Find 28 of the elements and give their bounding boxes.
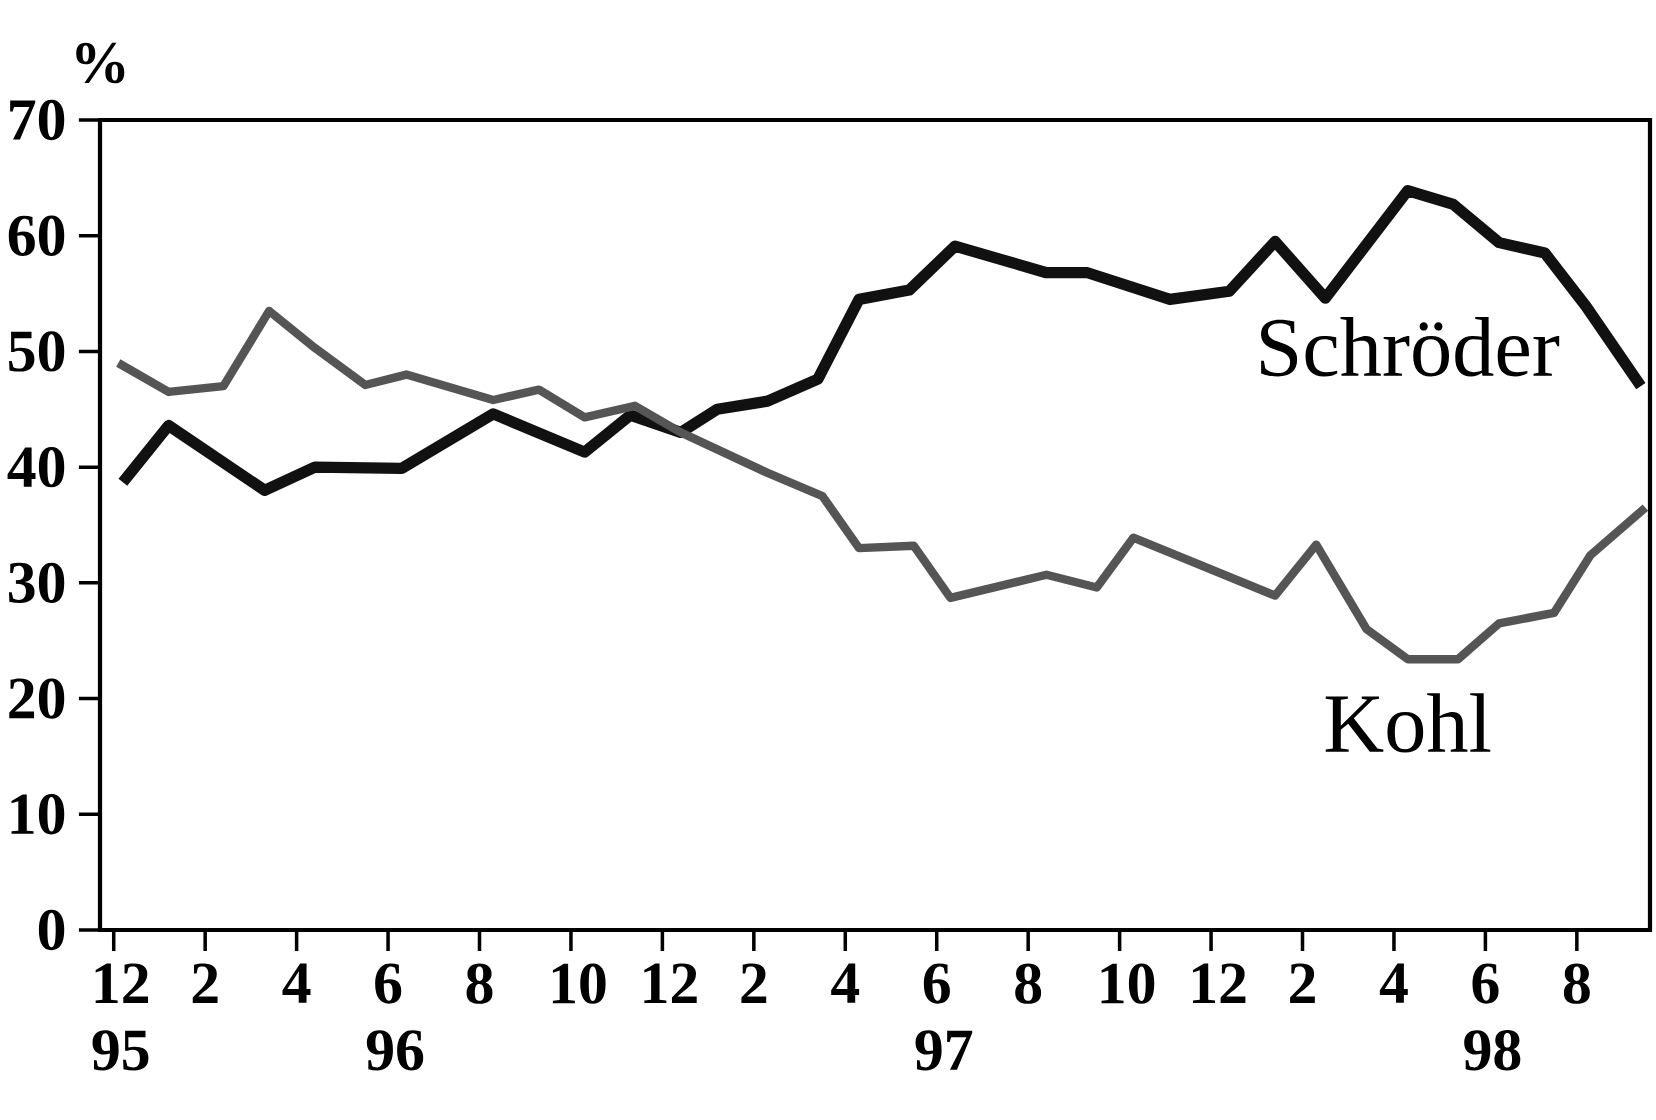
x-tick-label: 8	[1015, 963, 1042, 1004]
x-tick-label: 4	[282, 963, 311, 1003]
y-tick-label: 30	[9, 562, 65, 604]
y-tick-label: 50	[9, 331, 65, 372]
x-tick-label: 8	[466, 963, 493, 1004]
y-tick-label: 70	[10, 99, 65, 141]
y-tick-label: 0	[38, 909, 65, 951]
x-tick-label: 6 96	[366, 963, 424, 1071]
x-tick-label: 10	[552, 963, 606, 1004]
x-tick-label: 12	[644, 963, 697, 1004]
x-tick-label: 6 97	[915, 963, 973, 1071]
y-tick-label: 20	[9, 678, 65, 719]
x-tick-label: 4	[831, 963, 860, 1003]
series-label: Kohl	[1325, 693, 1491, 753]
x-tick-label: 12	[1193, 963, 1246, 1004]
x-tick-label: 10	[1101, 963, 1155, 1004]
series-label: Schröder	[1261, 317, 1560, 377]
x-tick-label: 8	[1563, 963, 1590, 1004]
x-tick-label: 2	[741, 963, 767, 1004]
x-tick-label: 6 98	[1464, 963, 1521, 1071]
x-tick-label: 2	[192, 963, 218, 1004]
y-tick-label: 10	[11, 794, 65, 835]
x-tick-label: 4	[1379, 963, 1408, 1003]
y-axis-title: %	[76, 42, 125, 84]
x-tick-label: 12 95	[92, 963, 149, 1071]
x-tick-label: 2	[1290, 963, 1315, 1004]
y-tick-label: 60	[8, 215, 65, 256]
y-tick-label: 40	[7, 446, 65, 488]
